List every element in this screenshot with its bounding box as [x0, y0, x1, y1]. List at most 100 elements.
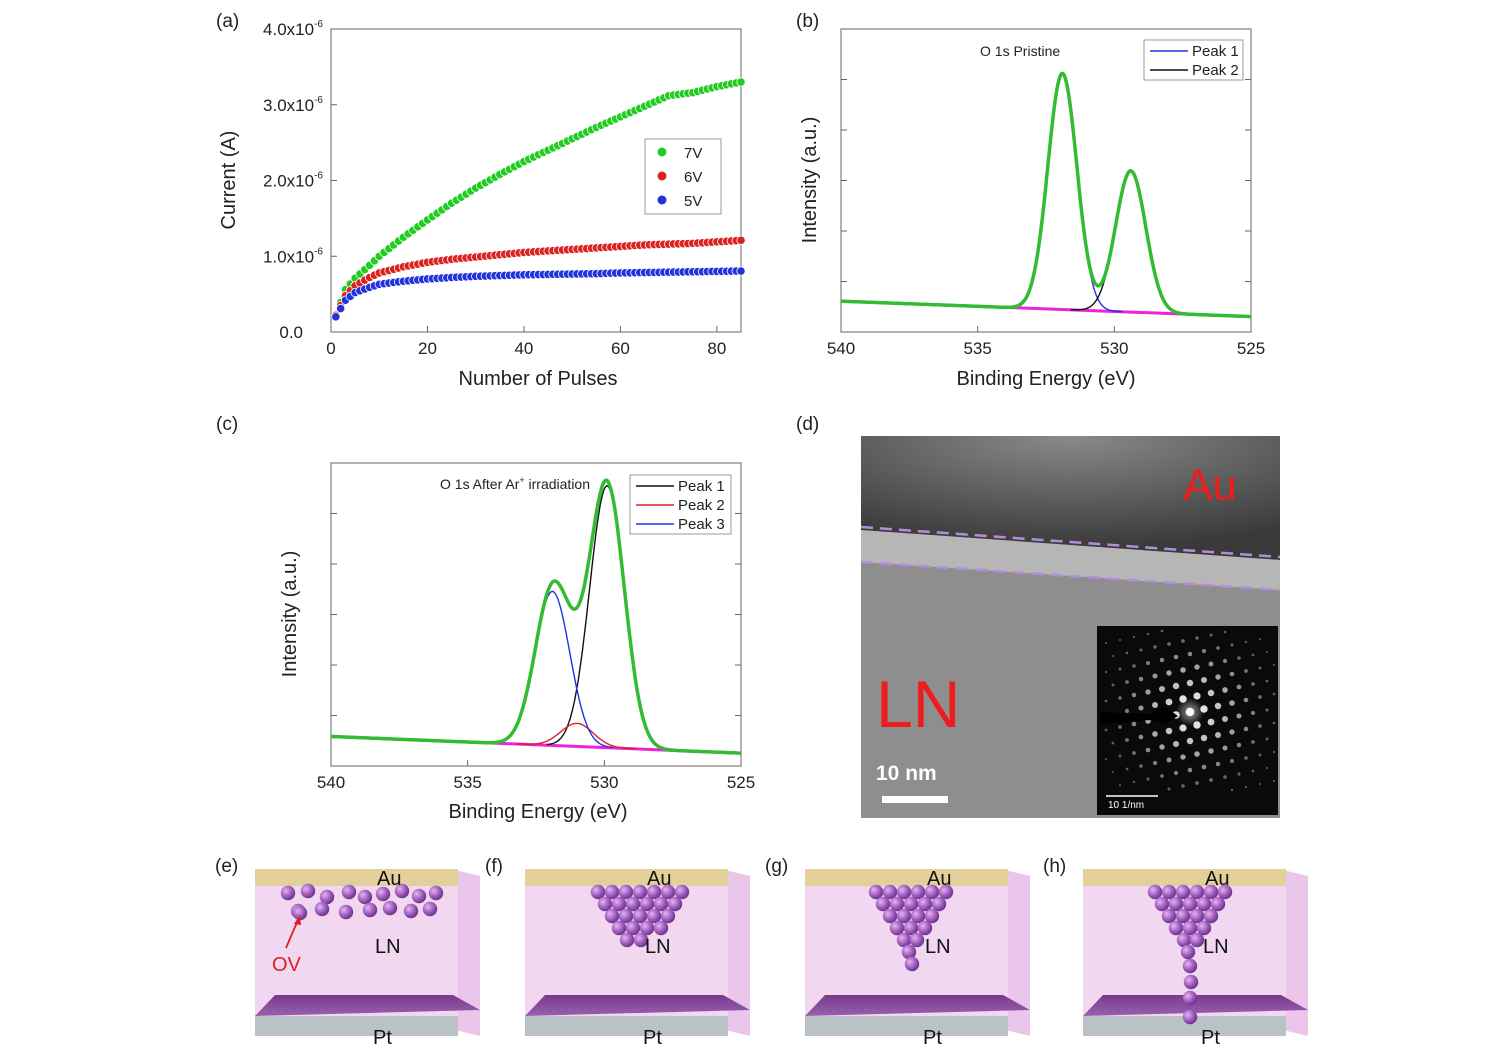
diffraction-spot: [1105, 642, 1107, 644]
oxygen-vacancy: [1182, 990, 1198, 1006]
oxygen-vacancy: [625, 920, 641, 936]
oxygen-vacancy: [1189, 932, 1205, 948]
tick-labels-b: 540 535 530 525: [827, 339, 1265, 358]
panel-c: (c) 540 535 530 525 O 1s After Ar+ irradiat…: [216, 414, 755, 823]
diffraction-spot: [1104, 699, 1108, 703]
diffraction-spot: [1118, 754, 1122, 758]
diffraction-spot: [1172, 740, 1180, 748]
diffraction-spot: [1125, 651, 1129, 655]
oxygen-vacancy: [1203, 884, 1219, 900]
oxygen-vacancy: [924, 884, 940, 900]
data-point-5V: [736, 266, 746, 276]
diffraction-spot: [1159, 657, 1165, 663]
oxygen-vacancy: [1203, 908, 1219, 924]
oxygen-vacancy: [882, 908, 898, 924]
data-point-5V: [336, 303, 346, 314]
diffraction-spot: [1223, 630, 1227, 634]
oxygen-vacancy: [1161, 908, 1177, 924]
diffraction-spot: [1215, 732, 1221, 738]
x-tick-label-c: 535: [453, 773, 481, 792]
component-peak-2: [516, 722, 638, 750]
diffraction-spot: [1131, 692, 1137, 698]
oxygen-vacancy: [604, 908, 620, 924]
panel-label-f: (f): [485, 856, 503, 877]
ln-side: [725, 870, 750, 1036]
diffraction-spot: [1145, 689, 1151, 695]
oxygen-vacancy: [1176, 932, 1192, 948]
diffraction-spot: [1258, 753, 1262, 757]
layer-label-au: Au: [647, 868, 671, 890]
oxygen-vacancy: [611, 896, 627, 912]
oxygen-vacancy: [938, 884, 954, 900]
data-point-6V: [736, 235, 746, 245]
oxygen-vacancy: [646, 908, 662, 924]
schematic-g: (g) Au LN Pt: [765, 856, 1030, 1049]
x-tick-label-c: 540: [317, 773, 345, 792]
oxygen-vacancy: [1196, 896, 1212, 912]
legend-label-6V: 6V: [684, 169, 702, 186]
oxygen-vacancy: [1196, 920, 1212, 936]
diffraction-spot: [1273, 664, 1275, 666]
diffraction-spot: [1131, 721, 1137, 727]
diffraction-spot: [1272, 721, 1276, 725]
diffraction-spot: [1215, 761, 1221, 767]
diffraction-spot: [1159, 744, 1165, 750]
diffraction-spot: [1209, 778, 1213, 782]
diffraction-spot: [1159, 686, 1165, 692]
diffraction-spot: [1138, 676, 1144, 682]
diffraction-spot: [1111, 654, 1115, 658]
oxygen-vacancy: [904, 956, 920, 972]
diffraction-spot: [1194, 664, 1200, 670]
diffraction-spot: [1265, 708, 1269, 712]
oxygen-vacancy: [619, 932, 635, 948]
oxygen-vacancy: [896, 908, 912, 924]
diffraction-spot: [1258, 666, 1262, 670]
pt-top-face: [805, 995, 1030, 1016]
beam-stopper: [1100, 707, 1178, 724]
diffraction-spot: [1187, 767, 1193, 773]
diffraction-spot: [1229, 671, 1235, 677]
diffraction-spot: [1243, 726, 1249, 732]
diffraction-spot: [1125, 767, 1129, 771]
au-layer: [1083, 869, 1286, 886]
diffraction-spot: [1236, 713, 1242, 719]
legend-label-c: Peak 1: [678, 478, 725, 495]
oxygen-vacancy: [632, 908, 648, 924]
oxygen-vacancy: [280, 885, 296, 901]
diffraction-spot: [1181, 639, 1185, 643]
pt-layer: [805, 1016, 1008, 1036]
schematic-f: (f) Au LN Pt: [485, 856, 750, 1049]
diffraction-spot: [1236, 684, 1242, 690]
pt-top-face: [1083, 995, 1308, 1016]
curves-c: [330, 478, 742, 755]
legend-marker-7V: [656, 146, 668, 158]
panel-label-e: (e): [215, 856, 238, 877]
oxygen-vacancy: [660, 884, 676, 900]
diffraction-spot: [1111, 683, 1115, 687]
oxygen-vacancy: [597, 896, 613, 912]
layer-label-ln: LN: [645, 936, 671, 958]
diffraction-spot: [1265, 737, 1269, 741]
diffraction-spot: [1229, 758, 1235, 764]
tem-scale-label: 10 nm: [876, 762, 937, 785]
diffraction-spot: [1266, 651, 1268, 653]
diffraction-spot: [1195, 636, 1199, 640]
x-tick-label-c: 525: [727, 773, 755, 792]
diffraction-spot: [1145, 747, 1151, 753]
diffraction-spot: [1258, 724, 1262, 728]
diffraction-spot: [1259, 783, 1261, 785]
diffraction-spot: [1152, 760, 1158, 766]
panel-label-c: (c): [216, 414, 238, 435]
diffraction-spot: [1118, 667, 1122, 671]
oxygen-vacancy: [341, 884, 357, 900]
layer-label-au: Au: [1205, 868, 1229, 890]
diffraction-spot: [1251, 682, 1255, 686]
diffraction-spot: [1222, 745, 1228, 751]
interface-dash-upper: [860, 525, 1281, 559]
diffraction-spot: [1251, 653, 1255, 657]
oxygen-vacancy: [633, 932, 649, 948]
diffraction-spot: [1193, 692, 1201, 700]
diffraction-spot: [1272, 692, 1276, 696]
layer-label-pt: Pt: [1201, 1027, 1220, 1049]
diffraction-spot: [1222, 658, 1228, 664]
